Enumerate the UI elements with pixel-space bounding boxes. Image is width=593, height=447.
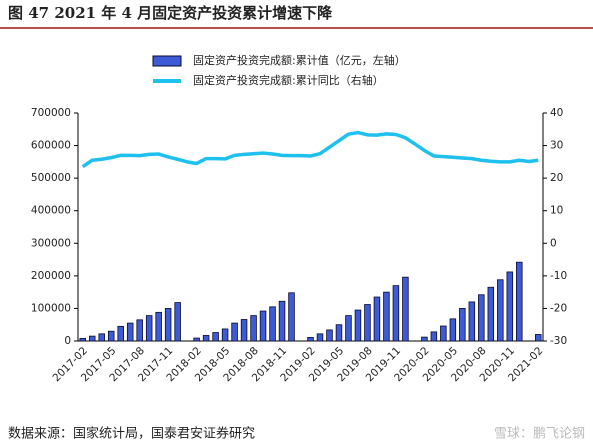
- bar: [335, 324, 343, 342]
- bar: [307, 337, 314, 342]
- bar: [449, 318, 457, 342]
- bar: [174, 302, 181, 342]
- bar: [364, 304, 371, 342]
- bar: [383, 291, 390, 342]
- bar: [221, 328, 229, 342]
- bar: [402, 276, 409, 342]
- legend-label: 固定资产投资完成额:累计值（亿元，左轴）: [193, 53, 406, 67]
- bar: [392, 285, 400, 342]
- y-tick-label: 300000: [31, 237, 71, 249]
- bar: [326, 329, 333, 342]
- bar: [107, 330, 115, 342]
- y2-tick-label: 40: [550, 107, 563, 119]
- y2-tick-label: -30: [550, 335, 567, 347]
- y-tick-label: 400000: [31, 205, 71, 217]
- bar: [516, 261, 523, 342]
- bar: [126, 322, 134, 342]
- bar: [316, 333, 324, 342]
- watermark: 雪球：鹏飞论钢: [494, 427, 585, 442]
- y2-tick-label: -20: [550, 302, 567, 314]
- chart-title: 图 47 2021 年 4 月固定资产投资累计增速下降: [8, 4, 333, 22]
- y2-tick-label: 30: [550, 140, 563, 152]
- bar: [88, 335, 96, 342]
- bar: [164, 308, 172, 342]
- bar: [259, 310, 267, 342]
- bar: [468, 301, 476, 342]
- y-tick-label: 700000: [31, 107, 71, 119]
- y-tick-label: 500000: [31, 172, 71, 184]
- bar: [354, 309, 362, 342]
- source: 数据来源：国家统计局，国泰君安证券研究: [8, 426, 255, 442]
- bar: [373, 296, 381, 342]
- bar: [478, 294, 485, 342]
- y-tick-label: 0: [64, 335, 71, 347]
- legend-label: 固定资产投资完成额:累计同比（右轴）: [193, 73, 384, 87]
- bar: [145, 315, 153, 342]
- bar: [440, 325, 447, 342]
- legend-swatch: [152, 55, 182, 67]
- y2-tick-label: 20: [550, 172, 563, 184]
- bar: [506, 271, 514, 342]
- bar: [421, 336, 428, 342]
- bar: [117, 325, 124, 342]
- bar: [250, 315, 257, 342]
- bar: [240, 319, 248, 342]
- bar: [202, 335, 210, 342]
- bar: [231, 322, 238, 342]
- bar: [79, 337, 86, 342]
- y-tick-label: 200000: [31, 270, 71, 282]
- bar: [288, 292, 295, 342]
- bar: [459, 308, 466, 342]
- bar: [136, 319, 143, 342]
- bar: [155, 311, 162, 342]
- y-tick-label: 100000: [31, 302, 71, 314]
- y2-tick-label: -10: [550, 270, 567, 282]
- bar: [98, 333, 105, 342]
- bar: [278, 300, 286, 342]
- line: [81, 130, 539, 169]
- bar: [487, 286, 495, 342]
- bar: [345, 315, 352, 342]
- y-tick-label: 600000: [31, 140, 71, 152]
- bar: [535, 334, 542, 342]
- y2-tick-label: 0: [550, 237, 557, 249]
- bar: [430, 331, 438, 342]
- bar: [212, 332, 219, 342]
- bar: [193, 337, 200, 342]
- y2-tick-label: 10: [550, 205, 563, 217]
- bar: [269, 306, 276, 342]
- bar: [497, 279, 504, 342]
